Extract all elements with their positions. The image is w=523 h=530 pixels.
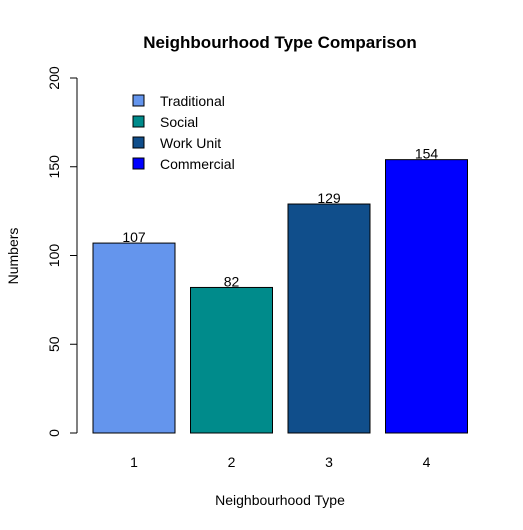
x-tick-label: 2: [228, 454, 236, 470]
chart-title: Neighbourhood Type Comparison: [143, 33, 417, 52]
legend-swatch: [132, 115, 145, 128]
data-label: 154: [415, 146, 439, 162]
bar: [287, 203, 371, 434]
legend-swatch: [132, 94, 145, 107]
legend-label: Work Unit: [160, 135, 221, 151]
bars-group: 107 82 129 154: [92, 146, 468, 434]
y-axis-label: Numbers: [5, 228, 21, 285]
legend-label: Commercial: [160, 156, 235, 172]
x-tick-labels: 1 2 3 4: [130, 454, 431, 470]
bar: [190, 286, 273, 434]
legend-label: Social: [160, 114, 198, 130]
bar: [92, 242, 176, 434]
legend-label: Traditional: [160, 93, 225, 109]
bar: [385, 159, 468, 434]
data-label: 82: [224, 273, 240, 289]
legend-swatch: [132, 136, 145, 149]
y-axis: 0 50 100 150 200: [46, 66, 78, 437]
legend: Traditional Social Work Unit Commercial: [132, 93, 235, 172]
x-axis-label: Neighbourhood Type: [215, 492, 345, 508]
x-tick-label: 3: [325, 454, 333, 470]
x-tick-label: 4: [423, 454, 431, 470]
y-tick-label: 200: [46, 66, 62, 90]
x-tick-label: 1: [130, 454, 138, 470]
y-tick-label: 100: [46, 244, 62, 268]
data-label: 129: [317, 190, 341, 206]
y-tick-label: 50: [46, 336, 62, 352]
legend-swatch: [132, 157, 145, 170]
data-label: 107: [122, 229, 146, 245]
y-tick-label: 0: [46, 429, 62, 437]
y-tick-label: 150: [46, 155, 62, 179]
